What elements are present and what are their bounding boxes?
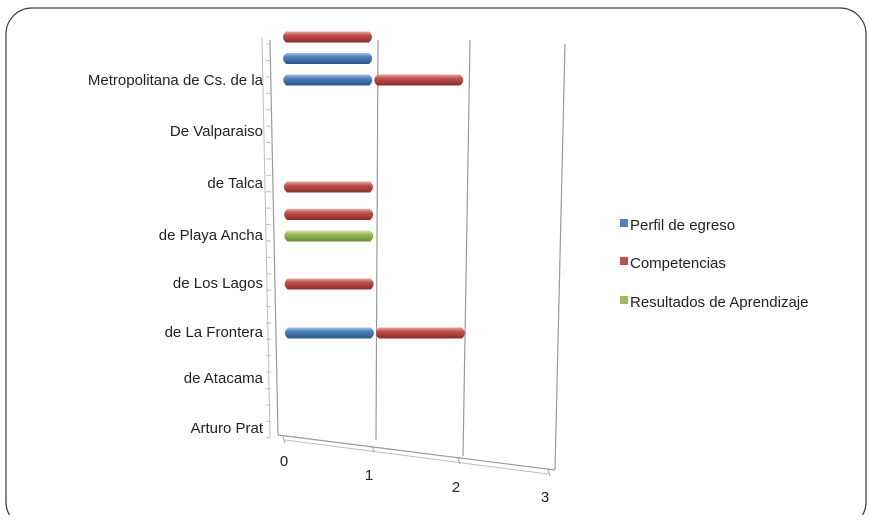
bar-competencias: [284, 182, 373, 193]
legend-swatch: [620, 219, 628, 227]
bar-perfil-de-egreso: [283, 53, 372, 64]
floor-front-edge: [285, 440, 548, 474]
category-label: Metropolitana de Cs. de la: [88, 72, 264, 89]
bar-competencias: [376, 328, 465, 339]
category-label: de Playa Ancha: [159, 227, 264, 244]
floor-tick-3: [548, 470, 550, 476]
floor-tick-2: [458, 458, 460, 464]
category-label: de La Frontera: [165, 324, 264, 341]
gridline-3: [555, 44, 565, 470]
gridline-1: [376, 40, 378, 440]
left-wall-edge: [262, 38, 270, 436]
x-tick-label: 3: [541, 489, 549, 506]
bar-perfil-de-egreso: [285, 328, 374, 339]
bar-competencias: [285, 279, 374, 290]
bar-competencias: [374, 75, 463, 86]
floor-tick-0: [283, 437, 285, 443]
legend-label: Resultados de Aprendizaje: [630, 294, 808, 311]
category-label: de Los Lagos: [173, 275, 263, 292]
legend-swatch: [620, 257, 628, 265]
bar-perfil-de-egreso: [283, 75, 372, 86]
x-tick-label: 0: [280, 453, 288, 470]
gridline-2: [463, 40, 470, 456]
legend-label: Competencias: [630, 255, 726, 272]
floor-back-edge: [278, 435, 555, 470]
category-label: de Atacama: [184, 370, 264, 387]
bar-layer: [283, 32, 465, 339]
bar-competencias: [284, 209, 373, 220]
gridline-0: [270, 40, 278, 435]
legend-label: Perfil de egreso: [630, 217, 735, 234]
bar-resultados-de-aprendizaje: [284, 231, 373, 242]
legend: Perfil de egreso Competencias Resultados d…: [620, 217, 808, 311]
category-label: De Valparaiso: [170, 123, 263, 140]
grid-layer: [262, 38, 565, 476]
bar-competencias: [283, 32, 372, 43]
x-tick-label: 2: [452, 479, 460, 496]
category-label: Arturo Prat: [190, 420, 263, 437]
category-label: de Talca: [207, 175, 263, 192]
x-tick-label: 1: [365, 467, 373, 484]
legend-swatch: [620, 296, 628, 304]
